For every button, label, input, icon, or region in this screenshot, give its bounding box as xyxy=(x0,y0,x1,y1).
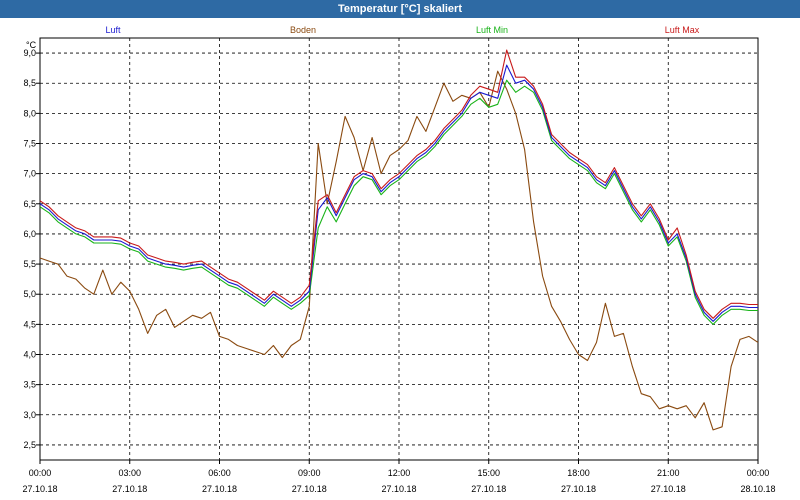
y-tick-label: 6,5 xyxy=(23,199,36,209)
y-tick-label: 4,0 xyxy=(23,350,36,360)
y-axis-unit: °C xyxy=(26,40,37,50)
x-tick-time-label: 03:00 xyxy=(118,468,141,478)
series-line-luft-max xyxy=(39,49,758,319)
x-axis: 00:00 27.10.18 03:00 27.10.18 06:00 27.10.18 0… xyxy=(22,460,776,494)
x-tick-date-label: 27.10.18 xyxy=(561,484,596,494)
y-tick-label: 7,0 xyxy=(23,169,36,179)
y-tick-label: 3,0 xyxy=(23,410,36,420)
x-tick-time-label: 21:00 xyxy=(657,468,680,478)
legend: Luft Boden Luft Min Luft Max xyxy=(105,25,699,35)
y-tick-label: 8,0 xyxy=(23,108,36,118)
legend-item: Luft xyxy=(105,25,121,35)
x-tick-time-label: 12:00 xyxy=(388,468,411,478)
series-line-boden xyxy=(39,70,759,431)
x-tick-date-label: 27.10.18 xyxy=(381,484,416,494)
y-tick-label: 3,5 xyxy=(23,380,36,390)
y-tick-label: 5,5 xyxy=(23,259,36,269)
legend-item: Boden xyxy=(290,25,316,35)
y-tick-label: 6,0 xyxy=(23,229,36,239)
x-tick-time-label: 06:00 xyxy=(208,468,231,478)
x-tick-time-label: 00:00 xyxy=(29,468,52,478)
y-tick-label: 7,5 xyxy=(23,139,36,149)
x-tick-time-label: 18:00 xyxy=(567,468,590,478)
x-tick-time-label: 00:00 xyxy=(747,468,770,478)
x-tick-date-label: 27.10.18 xyxy=(471,484,506,494)
y-tick-label: 8,5 xyxy=(23,78,36,88)
y-axis: 2,5 3,0 3,5 4,0 4,5 5,0 5,5 6,0 6,5 7,0 7,5 8,0 8,5 9… xyxy=(23,48,40,450)
y-tick-label: 5,0 xyxy=(23,289,36,299)
series-line-luft xyxy=(39,64,758,322)
legend-item: Luft Max xyxy=(665,25,700,35)
x-tick-date-label: 27.10.18 xyxy=(112,484,147,494)
y-tick-label: 9,0 xyxy=(23,48,36,58)
x-tick-date-label: 27.10.18 xyxy=(651,484,686,494)
x-tick-date-label: 28.10.18 xyxy=(740,484,775,494)
x-tick-date-label: 27.10.18 xyxy=(292,484,327,494)
x-tick-date-label: 27.10.18 xyxy=(202,484,237,494)
x-tick-time-label: 09:00 xyxy=(298,468,321,478)
chart-title: Temperatur [°C] skaliert xyxy=(0,0,800,18)
legend-item: Luft Min xyxy=(476,25,508,35)
series-line-luft-min xyxy=(39,79,758,325)
x-tick-time-label: 15:00 xyxy=(477,468,500,478)
y-tick-label: 2,5 xyxy=(23,440,36,450)
y-tick-label: 4,5 xyxy=(23,319,36,329)
x-tick-date-label: 27.10.18 xyxy=(22,484,57,494)
series-lines xyxy=(39,49,759,431)
